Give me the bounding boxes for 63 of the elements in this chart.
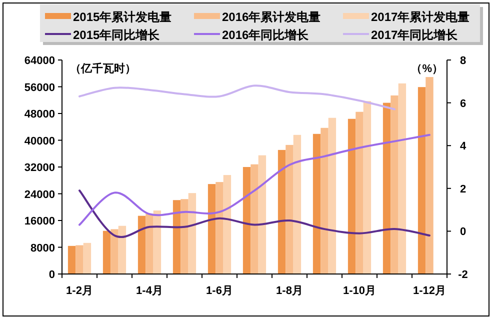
y-tick-label: 32000 xyxy=(24,162,55,174)
bar xyxy=(426,77,434,274)
x-tick-label: 1-6月 xyxy=(206,285,233,297)
y2-axis-title: （%） xyxy=(411,63,443,75)
y-tick-label: 24000 xyxy=(24,188,55,201)
bar xyxy=(312,134,321,274)
x-tick-label: 1-4月 xyxy=(136,285,163,297)
y2-tick-label: 6 xyxy=(460,98,466,110)
bar xyxy=(153,210,162,274)
legend-label: 2015年同比增长 xyxy=(73,28,161,42)
bar xyxy=(320,128,328,274)
legend-label: 2016年同比增长 xyxy=(222,28,310,42)
bar xyxy=(110,229,118,274)
bar xyxy=(223,175,232,274)
y2-tick-label: 4 xyxy=(460,140,467,153)
legend-label: 2015年累计发电量 xyxy=(73,10,172,24)
bar xyxy=(242,167,251,274)
bar xyxy=(216,182,224,274)
bar xyxy=(286,144,294,274)
bar xyxy=(418,87,426,274)
legend-label: 2017年累计发电量 xyxy=(371,10,470,24)
bar xyxy=(138,216,146,274)
bar xyxy=(382,102,391,274)
legend-label: 2017年同比增长 xyxy=(371,28,459,42)
bar xyxy=(356,112,364,274)
line-series xyxy=(78,84,396,110)
y-tick-label: 56000 xyxy=(24,82,55,94)
bar xyxy=(390,95,398,274)
x-tick-label: 1-10月 xyxy=(342,285,376,297)
y-tick-label: 64000 xyxy=(24,55,55,67)
bar xyxy=(208,184,216,274)
bar xyxy=(250,164,258,274)
bar xyxy=(258,155,266,274)
y2-tick-label: -2 xyxy=(458,269,468,281)
y-axis-title: （亿千瓦时） xyxy=(70,62,136,75)
bar xyxy=(188,193,196,274)
y-tick-label: 40000 xyxy=(24,135,55,148)
x-tick-label: 1-12月 xyxy=(412,285,446,297)
bar xyxy=(83,242,92,274)
y2-tick-label: 8 xyxy=(460,55,466,67)
line-series xyxy=(78,134,430,226)
y2-tick-label: 0 xyxy=(460,226,466,238)
y-tick-label: 0 xyxy=(48,269,55,281)
x-tick-label: 1-2月 xyxy=(66,285,93,297)
bar xyxy=(348,118,356,274)
bar xyxy=(328,118,336,274)
y2-tick-label: 2 xyxy=(460,183,466,196)
bar xyxy=(172,200,181,274)
bar xyxy=(146,214,154,274)
bar xyxy=(118,226,126,274)
bar xyxy=(68,246,76,274)
x-tick-label: 1-8月 xyxy=(276,285,303,297)
bar xyxy=(398,83,406,274)
bar xyxy=(293,134,302,274)
bar xyxy=(180,199,188,274)
bar xyxy=(278,150,286,274)
legend-label: 2016年累计发电量 xyxy=(222,10,321,24)
bar xyxy=(363,101,372,274)
bar xyxy=(102,230,111,274)
bar xyxy=(76,245,84,274)
y-tick-label: 8000 xyxy=(30,242,55,254)
y-tick-label: 16000 xyxy=(24,216,55,228)
y-tick-label: 48000 xyxy=(24,108,55,120)
